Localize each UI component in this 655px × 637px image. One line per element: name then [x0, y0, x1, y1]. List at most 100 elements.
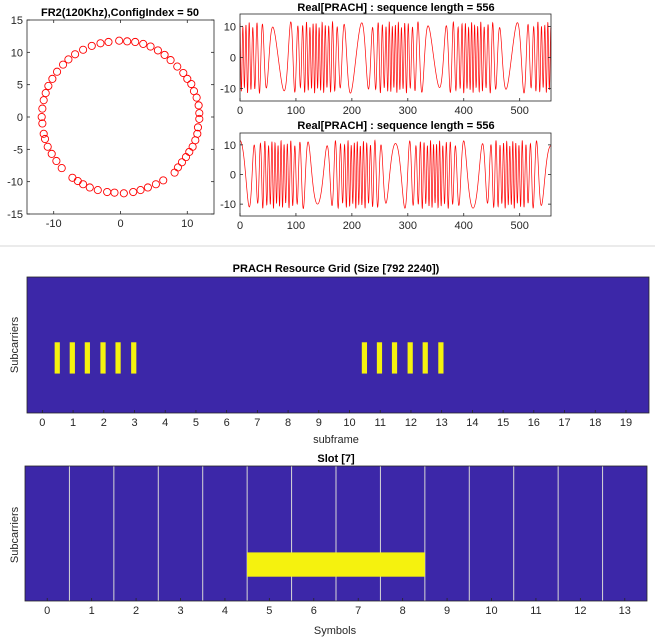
constellation-point [131, 37, 140, 47]
resource-grid-title: PRACH Resource Grid (Size [792 2240]) [233, 263, 440, 275]
constellation-point [173, 62, 182, 71]
x-tick-label: 6 [224, 417, 230, 429]
x-tick-label: 5 [266, 605, 272, 617]
y-tick-label: 5 [17, 80, 23, 92]
prach-occasion [361, 342, 368, 374]
constellation-point [71, 50, 80, 59]
constellation-point [143, 183, 152, 192]
constellation-point [193, 123, 203, 132]
y-tick-label: 10 [224, 140, 236, 152]
constellation-point [192, 93, 201, 102]
x-tick-label: 4 [162, 417, 168, 429]
constellation-point [41, 89, 50, 98]
constellation-point [104, 37, 113, 47]
resource-grid-axes: 0 1 2 3 4 5 6 7 8 9 10 11 12 13 14 15 16 17 18 19 [26, 276, 650, 429]
constellation-point [52, 156, 61, 166]
prach-symbols [247, 552, 425, 577]
constellation-point [119, 189, 128, 198]
sequence-line [239, 139, 552, 210]
constellation-point [170, 168, 179, 177]
constellation-point [59, 60, 68, 69]
x-tick-label: 12 [574, 605, 586, 617]
constellation-point [195, 109, 204, 118]
x-tick-label: 9 [444, 605, 450, 617]
constellation-point [153, 46, 162, 55]
prach-occasion [438, 342, 444, 374]
x-tick-label: -10 [46, 218, 62, 230]
sequence-plot-1-title: Real[PRACH] : sequence length = 556 [297, 2, 494, 14]
constellation-point [87, 41, 96, 50]
y-tick-label: -10 [7, 177, 23, 189]
x-tick-label: 9 [316, 417, 322, 429]
constellation-point [85, 183, 94, 192]
x-tick-label: 7 [355, 605, 361, 617]
constellation-point [115, 36, 124, 45]
constellation-point [96, 39, 105, 48]
y-tick-label: -10 [220, 84, 236, 96]
x-tick-label: 19 [620, 417, 632, 429]
sequence-plot-2-title: Real[PRACH] : sequence length = 556 [297, 120, 494, 132]
constellation-point [38, 119, 47, 128]
slot-plot: Slot [7] 0 1 2 3 4 5 6 7 8 9 10 11 12 13 Symbols Subc… [9, 453, 648, 637]
slot-title: Slot [7] [317, 453, 355, 465]
resource-grid-plot: PRACH Resource Grid (Size [792 2240]) 0 1… [9, 263, 650, 446]
x-tick-label: 2 [133, 605, 139, 617]
constellation-point [53, 67, 62, 76]
constellation-point [160, 50, 169, 59]
x-tick-label: 400 [455, 220, 473, 232]
x-tick-label: 14 [466, 417, 478, 429]
constellation-point [37, 112, 46, 122]
constellation-point [177, 158, 186, 167]
x-tick-label: 100 [287, 105, 305, 117]
prach-occasion [84, 342, 90, 374]
constellation-point [194, 101, 203, 110]
resource-grid-cells [27, 277, 649, 413]
prach-occasion [131, 342, 137, 374]
constellation-point [64, 55, 73, 64]
prach-occasion [376, 342, 383, 374]
constellation-point [129, 187, 138, 197]
constellation-point [48, 74, 57, 83]
constellation-point [139, 39, 148, 48]
x-tick-label: 200 [343, 105, 361, 117]
x-tick-label: 2 [101, 417, 107, 429]
y-tick-label: 0 [230, 53, 236, 65]
x-tick-label: 10 [485, 605, 497, 617]
resource-grid-xlabel: subframe [313, 434, 359, 446]
y-tick-label: 10 [224, 21, 236, 33]
x-tick-label: 12 [405, 417, 417, 429]
constellation-point [68, 173, 77, 182]
resource-grid-ylabel: Subcarriers [9, 316, 21, 373]
x-tick-label: 100 [287, 220, 305, 232]
y-tick-label: -15 [7, 209, 23, 221]
y-tick-label: 15 [11, 15, 23, 27]
constellation-point [181, 153, 190, 162]
constellation-point [195, 114, 204, 123]
constellation-points [37, 36, 204, 198]
y-tick-label: -10 [220, 199, 236, 211]
constellation-point [103, 187, 112, 197]
slot-ylabel: Subcarriers [9, 506, 21, 563]
x-tick-label: 7 [254, 417, 260, 429]
x-tick-label: 10 [343, 417, 355, 429]
x-tick-label: 500 [510, 220, 528, 232]
x-tick-label: 18 [589, 417, 601, 429]
x-tick-label: 11 [375, 417, 386, 429]
x-tick-label: 4 [222, 605, 228, 617]
x-tick-label: 0 [237, 105, 243, 117]
sequence-plot-1: Real[PRACH] : sequence length = 556 0 100… [220, 2, 552, 117]
constellation-point [47, 149, 56, 158]
prach-occasion [422, 342, 428, 374]
constellation-point [39, 129, 48, 138]
prach-occasion [100, 342, 106, 374]
x-tick-label: 6 [311, 605, 317, 617]
prach-occasion [407, 342, 413, 374]
prach-occasion [115, 342, 121, 374]
constellation-point [43, 142, 52, 151]
x-tick-label: 15 [497, 417, 509, 429]
x-tick-label: 0 [44, 605, 50, 617]
x-tick-label: 13 [619, 605, 631, 617]
x-tick-label: 5 [193, 417, 199, 429]
